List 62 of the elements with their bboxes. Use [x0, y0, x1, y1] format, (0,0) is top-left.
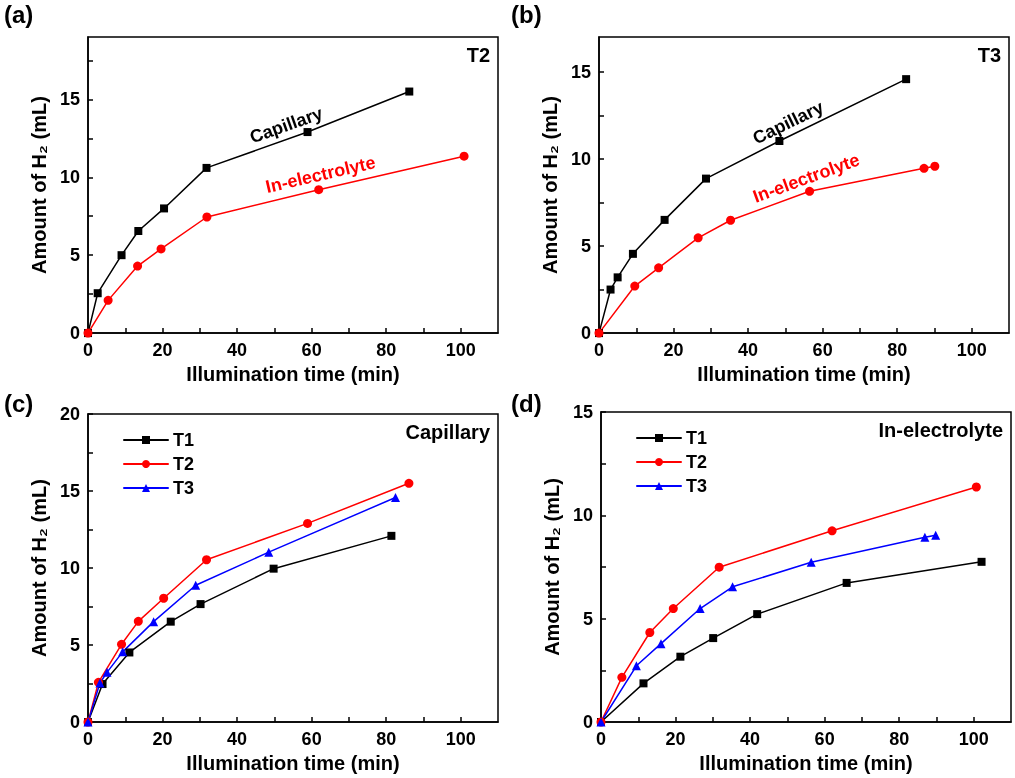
x-tick-label: 80: [889, 729, 910, 749]
y-tick-label: 0: [69, 323, 80, 344]
y-axis-title: Amount of H₂ (mL): [28, 479, 51, 657]
text: (b): [511, 0, 542, 28]
y-tick-label: 10: [59, 558, 80, 579]
y-tick-label: 5: [582, 608, 593, 629]
x-tick-label: 0: [82, 729, 94, 750]
y-tick-label: 10: [572, 505, 593, 526]
legend-label: T3: [173, 478, 195, 498]
y-tick-label: 5: [69, 635, 80, 656]
x-tick-label: 60: [301, 729, 322, 750]
x-tick-label: 20: [152, 729, 173, 750]
text: (c): [4, 389, 34, 417]
legend-label: T1: [173, 430, 195, 450]
x-tick-label: 60: [301, 340, 322, 361]
x-tick-label: 100: [445, 340, 476, 361]
y-tick-label: 0: [582, 712, 593, 732]
x-tick-label: 40: [227, 340, 248, 361]
y-axis-title: Amount of H₂ (mL): [541, 478, 564, 656]
annotation: T2: [466, 44, 490, 66]
y-tick-label: 15: [59, 481, 80, 502]
x-tick-label: 80: [376, 340, 397, 361]
legend-label: T1: [686, 428, 708, 448]
x-tick-label: 60: [812, 340, 833, 361]
annotation: In-electrolyte: [878, 419, 1003, 441]
x-axis-title: Illumination time (min): [186, 752, 400, 774]
legend-label: T2: [686, 452, 708, 472]
x-tick-label: 20: [665, 729, 686, 749]
x-axis-title: Illumination time (min): [699, 751, 913, 774]
x-tick-label: 100: [958, 729, 989, 749]
y-tick-label: 15: [570, 61, 591, 82]
x-tick-label: 40: [227, 729, 248, 750]
y-tick-label: 0: [580, 323, 591, 344]
y-tick-label: 10: [59, 167, 80, 188]
annotation: T3: [977, 44, 1001, 66]
y-axis-title: Amount of H₂ (mL): [539, 96, 562, 274]
x-tick-label: 0: [82, 340, 94, 361]
y-tick-label: 10: [570, 148, 591, 169]
x-tick-label: 40: [740, 729, 761, 749]
x-axis-title: Illumination time (min): [186, 363, 400, 385]
y-tick-label: 20: [59, 404, 80, 424]
y-tick-label: 0: [69, 712, 80, 733]
y-tick-label: 15: [572, 402, 593, 422]
x-tick-label: 100: [956, 340, 987, 361]
y-tick-label: 5: [580, 236, 591, 257]
annotation: Capillary: [405, 421, 491, 443]
y-tick-label: 15: [59, 89, 80, 110]
y-tick-label: 5: [69, 245, 80, 266]
x-tick-label: 20: [663, 340, 684, 361]
x-tick-label: 100: [445, 729, 476, 750]
x-tick-label: 20: [152, 340, 173, 361]
x-tick-label: 80: [887, 340, 908, 361]
x-axis-title: Illumination time (min): [697, 363, 911, 385]
x-tick-label: 80: [376, 729, 397, 750]
text: (d): [511, 389, 542, 417]
x-tick-label: 0: [595, 729, 607, 749]
x-tick-label: 40: [738, 340, 759, 361]
x-tick-label: 60: [814, 729, 835, 749]
y-axis-title: Amount of H₂ (mL): [28, 96, 51, 274]
text: (a): [4, 0, 34, 28]
legend-label: T3: [686, 476, 708, 496]
legend-label: T2: [173, 454, 195, 474]
